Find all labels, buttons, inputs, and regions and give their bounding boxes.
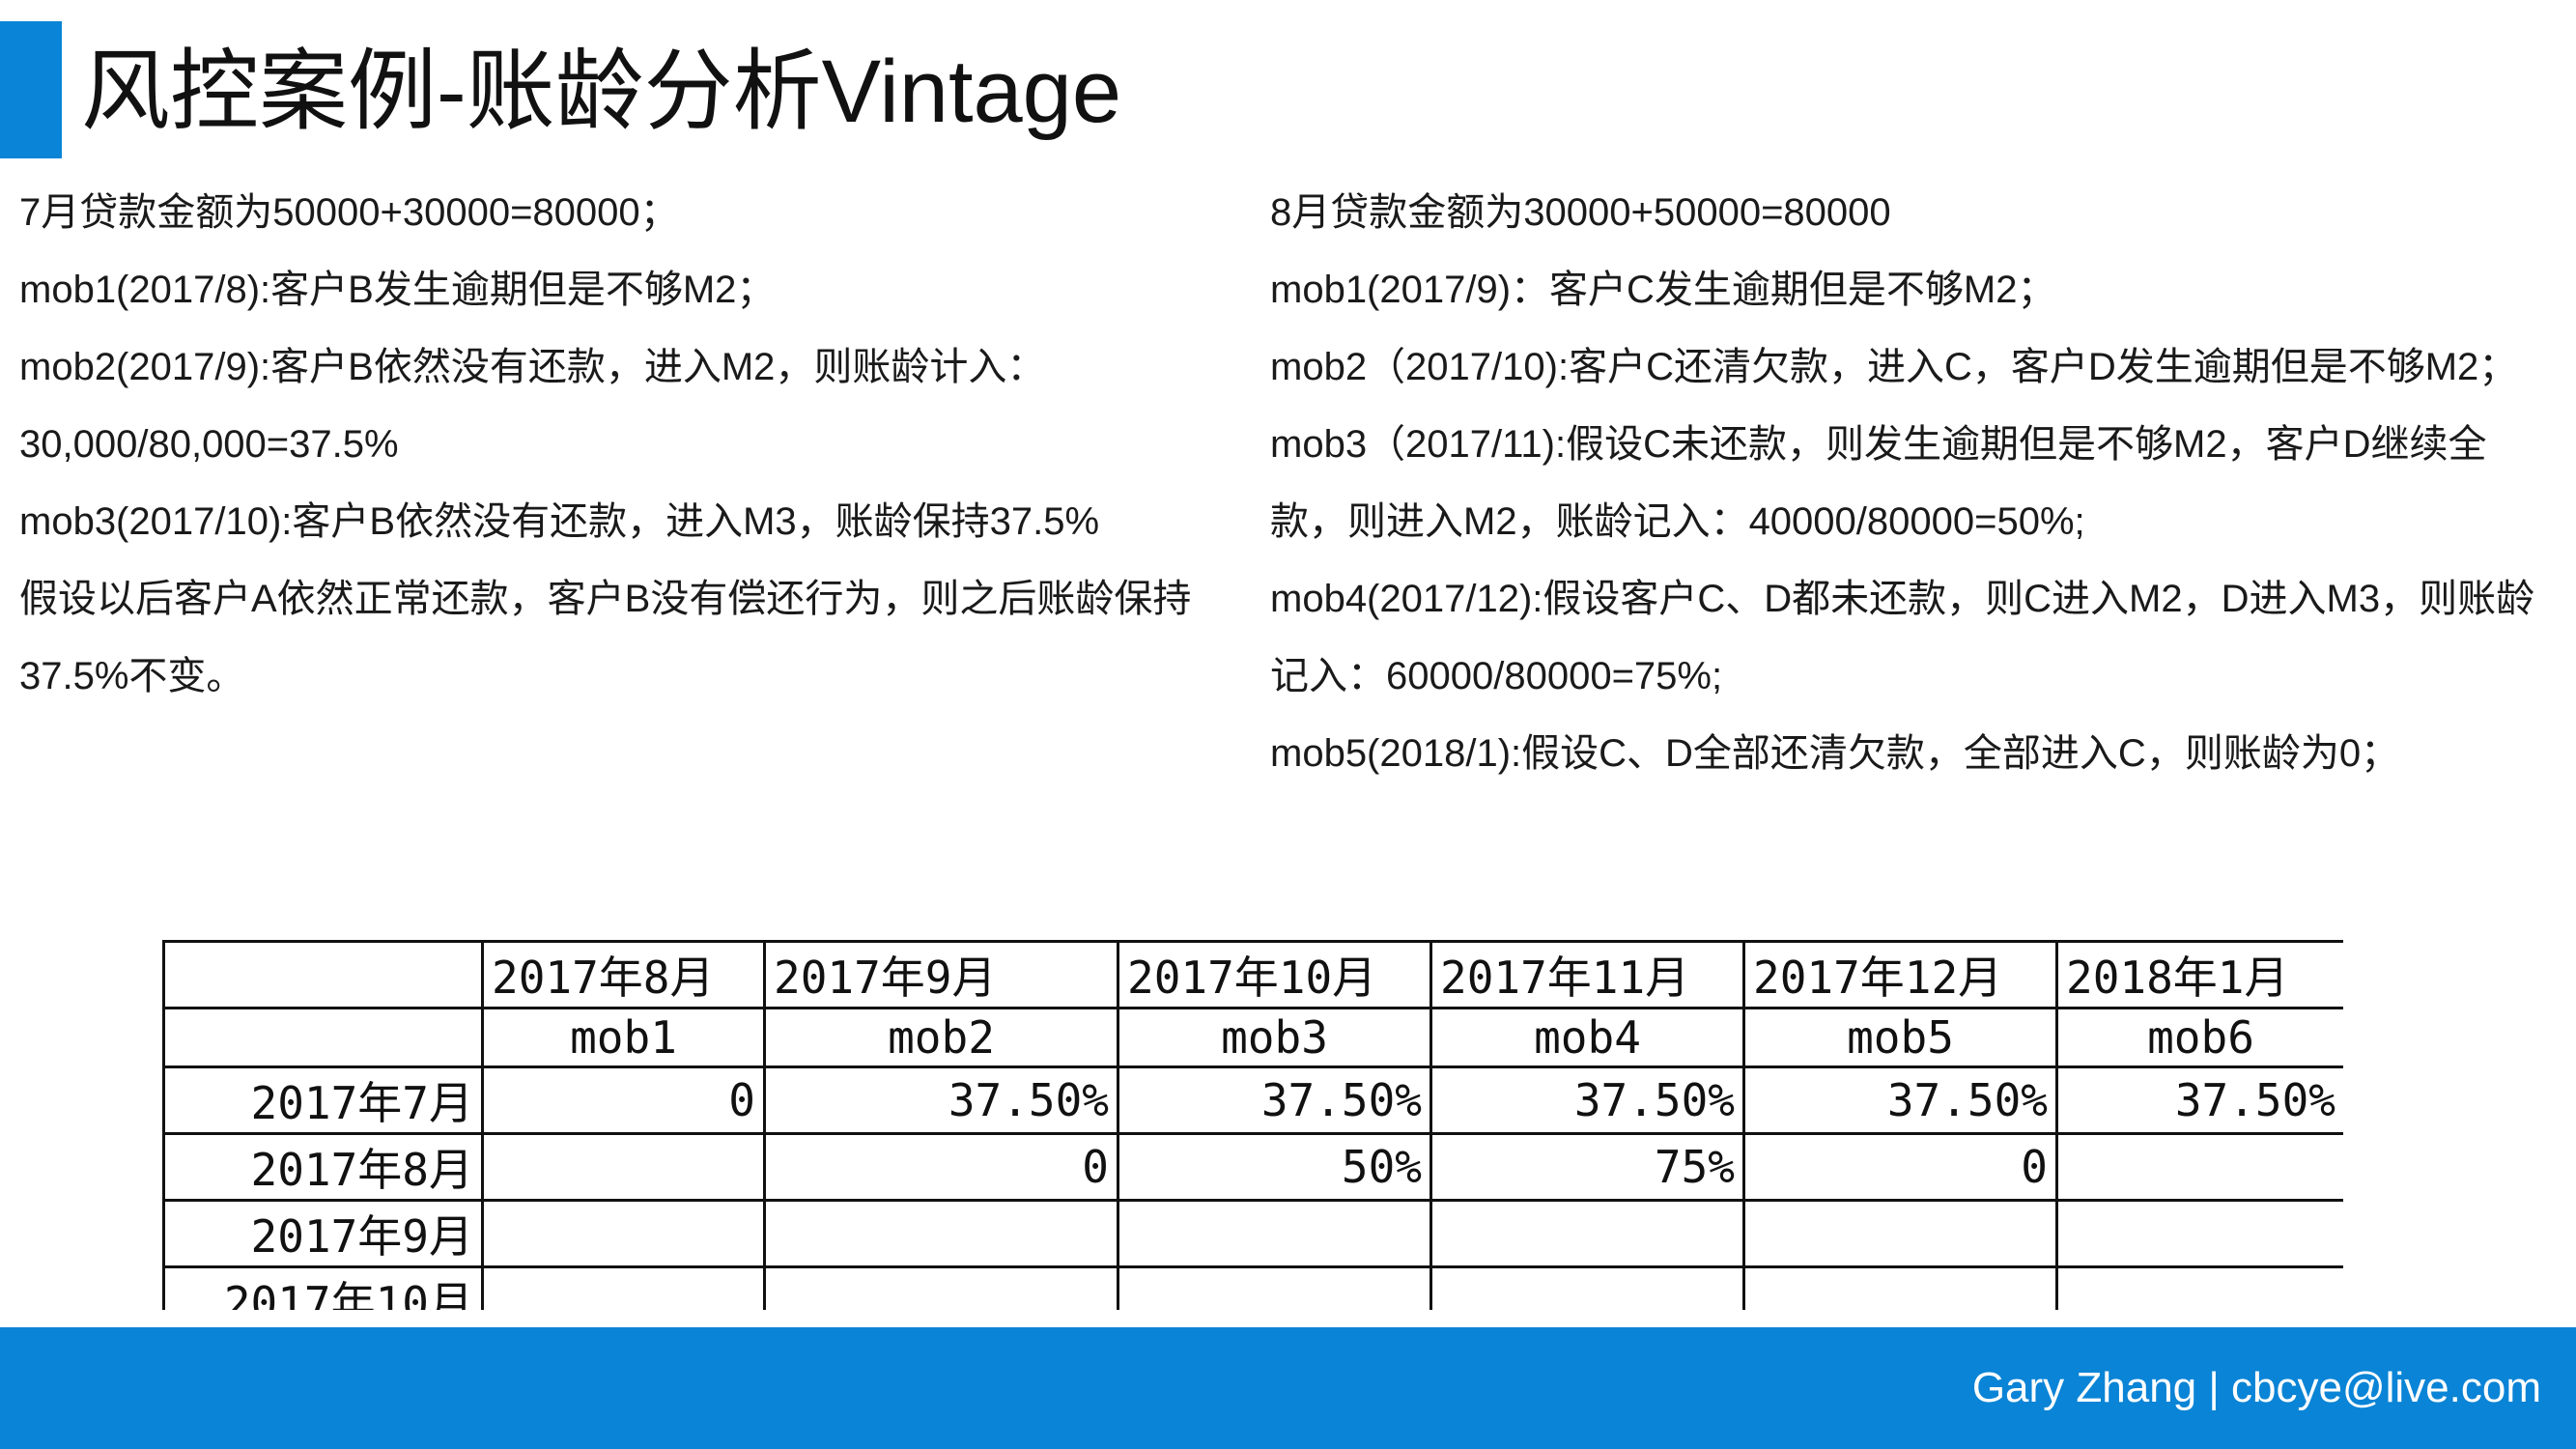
table-cell: [481, 1265, 766, 1310]
paragraph: 8月贷款金额为30000+50000=80000: [1270, 191, 1891, 234]
table-cell: [763, 1265, 1119, 1310]
mob-header: mob1: [481, 1007, 766, 1068]
table-cell: [1742, 1265, 2058, 1310]
row-label: 2017年7月: [162, 1065, 484, 1135]
table-cell: 37.50%: [1117, 1065, 1432, 1135]
table-cell: [2055, 1265, 2343, 1310]
table-cell: 50%: [1117, 1132, 1432, 1202]
mob-header: mob4: [1430, 1007, 1745, 1068]
paragraph: 7月贷款金额为50000+30000=80000；: [19, 191, 679, 234]
table-cell: 37.50%: [1742, 1065, 2058, 1135]
vintage-table: 2017年8月 2017年9月 2017年10月 2017年11月 2017年1…: [162, 940, 2343, 1310]
paragraph: mob5(2018/1):假设C、D全部还清欠款，全部进入C，则账龄为0；: [1270, 732, 2400, 775]
table-cell: 37.50%: [2055, 1065, 2343, 1135]
table-row: 2017年9月: [162, 1199, 2343, 1268]
table-cell: 37.50%: [763, 1065, 1119, 1135]
left-text-column: 7月贷款金额为50000+30000=80000； mob1(2017/8):客…: [19, 174, 1236, 715]
table-header-row-months: 2017年8月 2017年9月 2017年10月 2017年11月 2017年1…: [162, 940, 2343, 1009]
row-label: 2017年9月: [162, 1199, 484, 1268]
table-row: 2017年8月 0 50% 75% 0: [162, 1132, 2343, 1202]
table-cell: [481, 1132, 766, 1202]
row-label: 2017年8月: [162, 1132, 484, 1202]
paragraph: mob4(2017/12):假设客户C、D都未还款，则C进入M2，D进入M3，则…: [1270, 578, 2535, 697]
paragraph: 假设以后客户A依然正常还款，客户B没有偿还行为，则之后账龄保持37.5%不变。: [19, 578, 1192, 697]
right-text-column: 8月贷款金额为30000+50000=80000 mob1(2017/9)：客户…: [1270, 174, 2560, 792]
mob-header: mob3: [1117, 1007, 1432, 1068]
table-cell: [481, 1199, 766, 1268]
table-corner-cell: [162, 940, 484, 1009]
paragraph: mob3(2017/10):客户B依然没有还款，进入M3，账龄保持37.5%: [19, 500, 1100, 543]
table-cell: [1430, 1265, 1745, 1310]
month-header: 2018年1月: [2055, 940, 2343, 1009]
paragraph: mob1(2017/9)：客户C发生逾期但是不够M2；: [1270, 269, 2056, 311]
table-cell: 0: [1742, 1132, 2058, 1202]
table-cell: 0: [481, 1065, 766, 1135]
table-cell: [2055, 1132, 2343, 1202]
footer-bar: Gary Zhang | cbcye@live.com: [0, 1327, 2576, 1449]
table-row: 2017年10月: [162, 1265, 2343, 1310]
page-title: 风控案例-账龄分析Vintage: [81, 43, 1122, 141]
table-cell: 0: [763, 1132, 1119, 1202]
mob-header: mob5: [1742, 1007, 2058, 1068]
table-cell: [1117, 1199, 1432, 1268]
paragraph: mob2（2017/10):客户C还清欠款，进入C，客户D发生逾期但是不够M2；: [1270, 346, 2518, 388]
month-header: 2017年10月: [1117, 940, 1432, 1009]
month-header: 2017年11月: [1430, 940, 1745, 1009]
row-label: 2017年10月: [162, 1265, 484, 1310]
paragraph: mob1(2017/8):客户B发生逾期但是不够M2；: [19, 269, 776, 311]
month-header: 2017年12月: [1742, 940, 2058, 1009]
mob-header: mob2: [763, 1007, 1119, 1068]
table-cell: [1430, 1199, 1745, 1268]
month-header: 2017年8月: [481, 940, 766, 1009]
table-cell: [1742, 1199, 2058, 1268]
table-row: 2017年7月 0 37.50% 37.50% 37.50% 37.50% 37…: [162, 1065, 2343, 1135]
vintage-table-container: 2017年8月 2017年9月 2017年10月 2017年11月 2017年1…: [162, 940, 2343, 1310]
footer-author-contact: Gary Zhang | cbcye@live.com: [1971, 1364, 2541, 1411]
table-cell: [2055, 1199, 2343, 1268]
paragraph: mob3（2017/11):假设C未还款，则发生逾期但是不够M2，客户D继续全款…: [1270, 423, 2487, 543]
mob-header: mob6: [2055, 1007, 2343, 1068]
table-cell: 75%: [1430, 1132, 1745, 1202]
table-header-row-mobs: mob1 mob2 mob3 mob4 mob5 mob6: [162, 1007, 2343, 1068]
table-corner-cell: [162, 1007, 484, 1068]
table-cell: 37.50%: [1430, 1065, 1745, 1135]
month-header: 2017年9月: [763, 940, 1119, 1009]
table-cell: [1117, 1265, 1432, 1310]
table-cell: [763, 1199, 1119, 1268]
title-accent-bar: [0, 21, 62, 158]
paragraph: mob2(2017/9):客户B依然没有还款，进入M2，则账龄计入：30,000…: [19, 346, 1046, 466]
